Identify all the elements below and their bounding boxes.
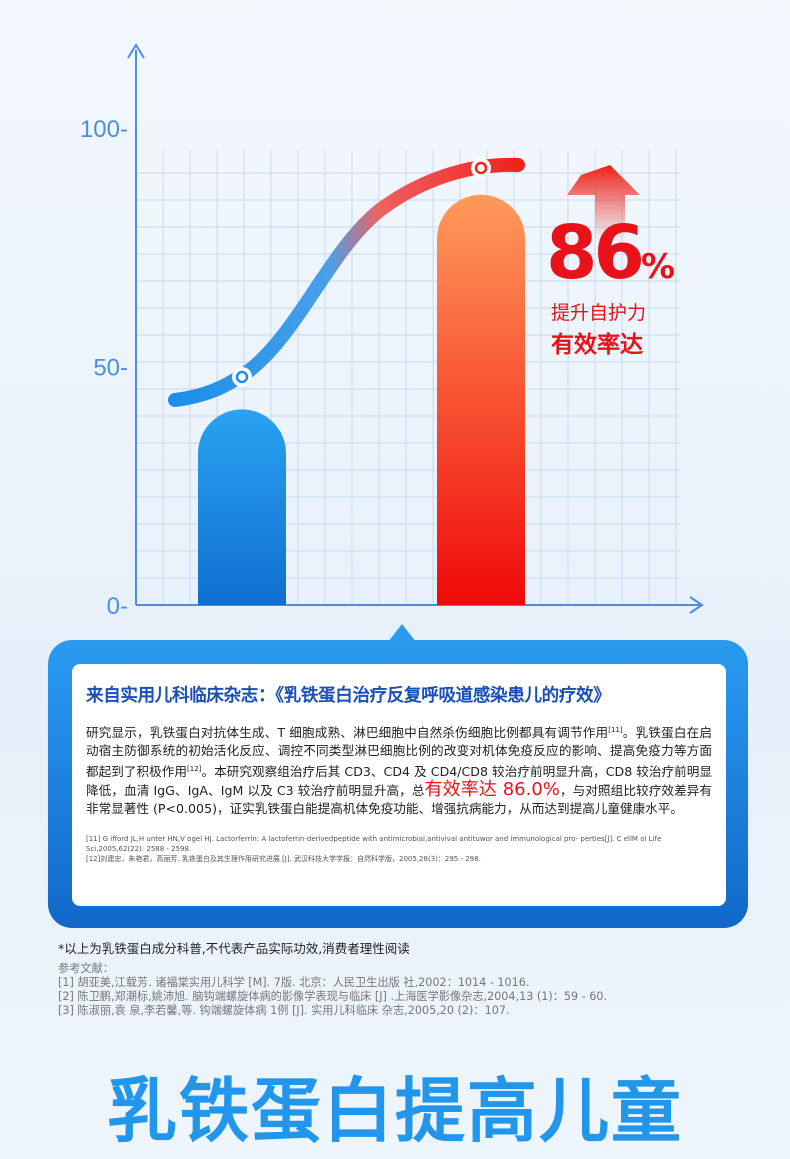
bar <box>437 194 525 605</box>
curve-marker <box>232 367 252 387</box>
study-card: 来自实用儿科临床杂志：《乳铁蛋白治疗反复呼吸道感染患儿的疗效》 研究显示，乳铁蛋… <box>72 664 726 906</box>
curve-marker-ring <box>474 161 488 175</box>
curve-marker <box>471 158 491 178</box>
y-tick-label: 100- <box>80 116 128 143</box>
curve-marker-ring <box>235 370 249 384</box>
percent-annotation: 86% <box>546 210 676 296</box>
up-arrow-icon <box>567 165 640 240</box>
callout-pointer <box>388 624 416 642</box>
efficacy-chart: 0- 50- 100- <box>80 43 704 620</box>
efficacy-highlight: 有效率达 86.0% <box>424 779 560 801</box>
annotation-line2: 有效率达 <box>551 332 643 358</box>
trend-curve <box>168 157 525 407</box>
y-tick-label: 50- <box>93 355 128 382</box>
study-title: 来自实用儿科临床杂志：《乳铁蛋白治疗反复呼吸道感染患儿的疗效》 <box>86 686 611 706</box>
y-axis-arrow <box>127 43 145 59</box>
literature-list: 参考文献： [1] 胡亚美,江载芳. 诸福棠实用儿科学 [M]. 7版. 北京：… <box>58 962 608 1017</box>
x-axis-arrow <box>689 596 704 614</box>
disclaimer: *以上为乳铁蛋白成分科普,不代表产品实际功效,消费者理性阅读 <box>58 941 410 956</box>
annotation-line1: 提升自护力 <box>551 302 647 324</box>
bar <box>198 409 286 605</box>
study-text: 研究显示，乳铁蛋白对抗体生成、T 细胞成熟、淋巴细胞中自然杀伤细胞比例都具有调节… <box>86 725 713 817</box>
study-references: [11] G ifford JL,H unter HN,V ogel HJ. L… <box>86 835 662 864</box>
headline: 乳铁蛋白提高儿童 <box>107 1070 683 1152</box>
y-tick-label: 0- <box>107 593 128 620</box>
